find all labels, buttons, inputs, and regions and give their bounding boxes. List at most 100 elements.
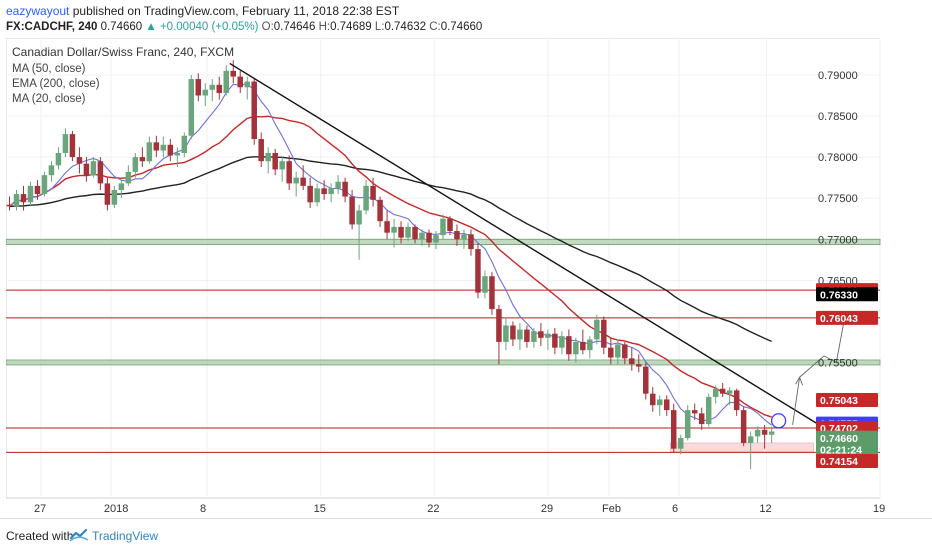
candle-body xyxy=(230,70,236,77)
price-chart[interactable]: Canadian Dollar/Swiss Franc, 240, FXCM MA… xyxy=(6,38,886,518)
candle-body xyxy=(629,358,635,365)
candle-body xyxy=(615,344,621,358)
y-tick-label: 0.77000 xyxy=(818,234,858,246)
indicator-legend: EMA (200, close) xyxy=(12,78,100,90)
candle-body xyxy=(251,81,257,140)
price-tag xyxy=(816,442,878,457)
projection-path xyxy=(792,315,846,425)
ema-200-line xyxy=(9,156,772,343)
candle-body xyxy=(27,185,34,203)
open-label: O: xyxy=(261,21,274,33)
candle-body xyxy=(41,175,48,195)
candle-body xyxy=(300,177,306,186)
price-change: +0.00040 (+0.05%) xyxy=(159,21,259,33)
price-tag-label: 02:21:24 xyxy=(820,445,862,457)
candle-body xyxy=(76,157,83,164)
projection-arrow-icon xyxy=(795,376,804,386)
plot-area xyxy=(6,38,881,499)
candle-body xyxy=(566,336,572,355)
y-tick-label: 0.79000 xyxy=(818,70,858,82)
candle-body xyxy=(216,84,223,94)
candle-body xyxy=(363,185,369,211)
candle-body xyxy=(286,161,292,184)
candle-body xyxy=(6,204,13,207)
candle-body xyxy=(223,70,229,94)
candle-body xyxy=(20,194,27,203)
candle-body xyxy=(391,226,397,233)
x-tick-label: Feb xyxy=(602,503,621,515)
support-zone-box xyxy=(669,442,814,452)
candle-body xyxy=(153,142,160,151)
candle-body xyxy=(377,199,383,222)
candle-body xyxy=(552,333,558,348)
candle-body xyxy=(272,153,278,170)
candle-body xyxy=(160,144,167,151)
candle-body xyxy=(538,331,544,338)
candle-body xyxy=(531,331,537,342)
candle-body xyxy=(670,410,677,449)
up-triangle-icon: ▲ xyxy=(145,21,157,33)
candle-body xyxy=(524,329,530,342)
candle-body xyxy=(307,185,313,203)
candle-body xyxy=(97,161,104,184)
candle-body xyxy=(335,181,341,189)
candle-body xyxy=(545,333,551,338)
support-resistance-zone xyxy=(6,359,881,366)
price-tag xyxy=(816,310,878,325)
x-tick-label: 27 xyxy=(34,503,46,515)
candle-body xyxy=(475,249,481,293)
x-tick-label: 6 xyxy=(672,503,678,515)
symbol-label: FX:CADCHF, 240 xyxy=(6,21,98,33)
open-value: 0.74646 xyxy=(273,21,316,33)
price-tag xyxy=(816,393,878,408)
author-link[interactable]: eazywayout xyxy=(6,4,70,18)
candle-body xyxy=(461,234,467,240)
last-price: 0.74660 xyxy=(100,21,143,33)
candle-body xyxy=(48,165,55,176)
tradingview-brand[interactable]: TradingView xyxy=(92,529,159,543)
close-value: 0.74660 xyxy=(440,21,483,33)
candle-body xyxy=(342,181,348,197)
candle-body xyxy=(663,399,670,411)
candle-body xyxy=(698,413,705,425)
x-tick-label: 8 xyxy=(200,503,206,515)
candle-body xyxy=(398,226,404,238)
support-resistance-zone xyxy=(6,238,881,245)
candle-body xyxy=(496,309,502,342)
publish-line: eazywayout published on TradingView.com,… xyxy=(6,4,399,18)
price-tag-label: 0.76043 xyxy=(820,313,858,325)
candle-body xyxy=(482,276,488,293)
candle-body xyxy=(684,410,691,439)
candle-body xyxy=(384,221,390,233)
candle-body xyxy=(677,438,684,449)
candle-body xyxy=(643,366,649,394)
ma-50-line xyxy=(9,115,772,418)
candle-body xyxy=(349,196,355,225)
indicator-legend: MA (20, close) xyxy=(12,93,86,105)
candle-body xyxy=(608,347,614,358)
candle-body xyxy=(468,234,474,250)
indicator-legend: MA (50, close) xyxy=(12,63,86,75)
low-value: 0.74632 xyxy=(384,21,427,33)
candle-body xyxy=(356,210,362,225)
y-tick-label: 0.77500 xyxy=(818,193,858,205)
candle-body xyxy=(118,183,125,190)
candle-body xyxy=(69,134,76,158)
candle-body xyxy=(13,194,20,207)
breakout-marker xyxy=(770,413,787,429)
candle-body xyxy=(601,319,607,348)
candle-body xyxy=(650,393,656,406)
candle-body xyxy=(258,139,264,162)
candle-body xyxy=(726,390,733,394)
high-value: 0.74689 xyxy=(330,21,372,33)
candle-body xyxy=(279,161,285,170)
candle-body xyxy=(447,218,453,232)
candle-body xyxy=(237,76,243,88)
candle-body xyxy=(587,339,593,351)
candle-body xyxy=(265,153,271,162)
x-tick-label: 12 xyxy=(759,503,771,515)
y-tick-label: 0.78500 xyxy=(818,111,858,123)
candle-body xyxy=(370,185,376,200)
price-tag-label: 0.76330 xyxy=(820,289,858,301)
candle-body xyxy=(202,89,209,96)
